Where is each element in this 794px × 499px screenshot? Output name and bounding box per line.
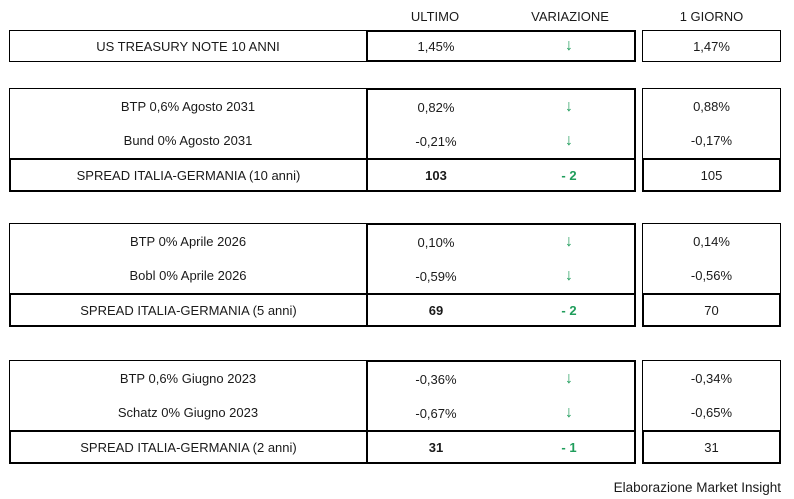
giorno-value: -0,56% xyxy=(690,268,733,284)
spread-variation: - 2 xyxy=(561,167,577,183)
bond-table: ULTIMO VARIAZIONE 1 GIORNO US TREASURY N… xyxy=(9,5,781,495)
block-5-anni: BTP 0% Aprile 2026 Bobl 0% Aprile 2026 S… xyxy=(9,223,781,327)
down-arrow-icon: ↓ xyxy=(564,267,573,284)
ultimo-value: 0,10% xyxy=(417,234,455,250)
spread-variation: - 1 xyxy=(561,439,577,455)
spread-value: 69 xyxy=(428,302,444,318)
instrument-labels: BTP 0% Aprile 2026 Bobl 0% Aprile 2026 xyxy=(9,223,366,293)
instrument-label: BTP 0,6% Agosto 2031 xyxy=(120,98,256,114)
giorno-values-box: 0,14% -0,56% xyxy=(642,223,781,293)
spread-variation: - 2 xyxy=(561,302,577,318)
us-treasury-row: US TREASURY NOTE 10 ANNI 1,45% ↓ 1,47% xyxy=(9,30,781,62)
down-arrow-icon: ↓ xyxy=(564,370,573,387)
giorno-value: -0,65% xyxy=(690,405,733,421)
ultimo-variazione-box: 1,45% ↓ xyxy=(366,30,636,62)
ultimo-value: -0,59% xyxy=(415,268,457,284)
giorno-value: 0,14% xyxy=(693,233,730,249)
spread-label: SPREAD ITALIA-GERMANIA (5 anni) xyxy=(9,293,366,327)
block-10-anni: BTP 0,6% Agosto 2031 Bund 0% Agosto 2031… xyxy=(9,88,781,192)
credit-text: Elaborazione Market Insight xyxy=(613,480,781,495)
column-header-row: ULTIMO VARIAZIONE 1 GIORNO xyxy=(9,5,781,27)
giorno-value: 0,88% xyxy=(693,98,730,114)
down-arrow-icon: ↓ xyxy=(564,233,573,250)
down-arrow-icon: ↓ xyxy=(564,98,573,115)
ultimo-variazione-box: 0,10% ↓ -0,59% ↓ xyxy=(366,223,636,293)
ultimo-variazione-box: -0,36% ↓ -0,67% ↓ xyxy=(366,360,636,430)
instrument-label: Bobl 0% Aprile 2026 xyxy=(129,268,247,284)
ultimo-value: -0,21% xyxy=(415,133,457,149)
instrument-label: BTP 0% Aprile 2026 xyxy=(129,233,247,249)
column-header-variazione: VARIAZIONE xyxy=(531,8,609,24)
ultimo-value: 1,45% xyxy=(417,38,455,54)
instrument-label: Bund 0% Agosto 2031 xyxy=(123,133,253,149)
down-arrow-icon: ↓ xyxy=(564,37,573,54)
block-2-anni: BTP 0,6% Giugno 2023 Schatz 0% Giugno 20… xyxy=(9,360,781,464)
instrument-label: Schatz 0% Giugno 2023 xyxy=(117,405,259,421)
ultimo-variazione-box: 0,82% ↓ -0,21% ↓ xyxy=(366,88,636,158)
instrument-labels: BTP 0,6% Giugno 2023 Schatz 0% Giugno 20… xyxy=(9,360,366,430)
spread-label: SPREAD ITALIA-GERMANIA (10 anni) xyxy=(9,158,366,192)
giorno-values-box: -0,34% -0,65% xyxy=(642,360,781,430)
ultimo-value: -0,36% xyxy=(415,371,457,387)
down-arrow-icon: ↓ xyxy=(564,132,573,149)
instrument-label: US TREASURY NOTE 10 ANNI xyxy=(9,30,366,62)
down-arrow-icon: ↓ xyxy=(564,404,573,421)
column-header-ultimo: ULTIMO xyxy=(410,8,460,24)
giorno-value: 1,47% xyxy=(642,30,781,62)
giorno-values-box: 0,88% -0,17% xyxy=(642,88,781,158)
giorno-value: -0,17% xyxy=(690,133,733,149)
spread-giorno-value: 105 xyxy=(642,158,781,192)
spread-values-box: 103 - 2 xyxy=(366,158,636,192)
spread-value: 31 xyxy=(428,439,444,455)
spread-giorno-value: 70 xyxy=(642,293,781,327)
spread-value: 103 xyxy=(425,167,447,183)
spread-giorno-value: 31 xyxy=(642,430,781,464)
spread-label: SPREAD ITALIA-GERMANIA (2 anni) xyxy=(9,430,366,464)
spread-values-box: 31 - 1 xyxy=(366,430,636,464)
instrument-labels: BTP 0,6% Agosto 2031 Bund 0% Agosto 2031 xyxy=(9,88,366,158)
instrument-label: BTP 0,6% Giugno 2023 xyxy=(119,370,257,386)
spread-values-box: 69 - 2 xyxy=(366,293,636,327)
ultimo-value: 0,82% xyxy=(417,99,455,115)
column-header-1-giorno: 1 GIORNO xyxy=(679,8,744,24)
mid-headers: ULTIMO VARIAZIONE xyxy=(366,9,636,24)
ultimo-value: -0,67% xyxy=(415,405,457,421)
giorno-value: -0,34% xyxy=(690,370,733,386)
